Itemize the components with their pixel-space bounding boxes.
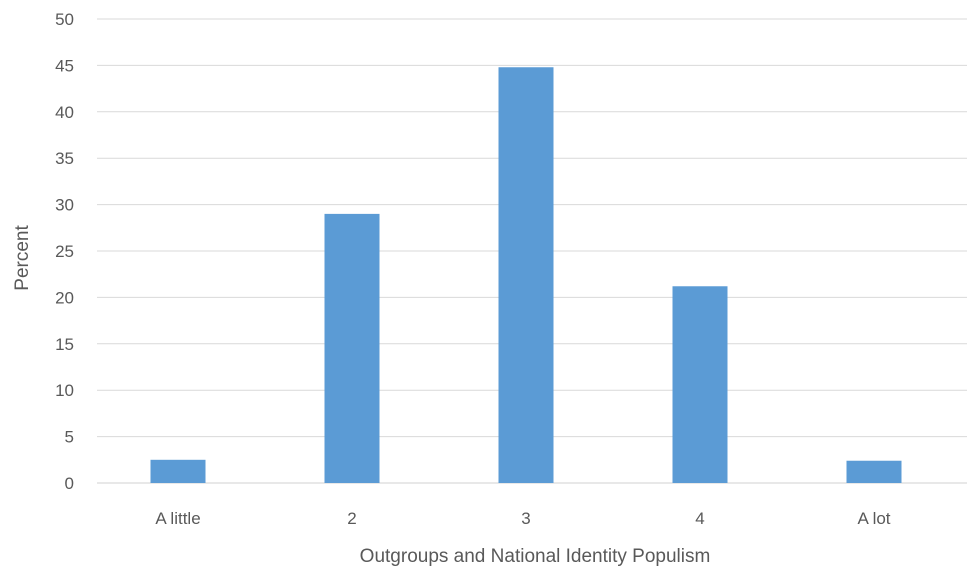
y-tick-label: 20 bbox=[55, 288, 74, 307]
bar-4 bbox=[672, 286, 728, 483]
y-tick-label: 15 bbox=[55, 335, 74, 354]
bars bbox=[150, 67, 902, 484]
x-axis-ticks: A little 2 3 4 A lot bbox=[155, 509, 890, 528]
bar-a-little bbox=[150, 459, 206, 483]
x-tick-label: 4 bbox=[695, 509, 704, 528]
bar-a-lot bbox=[846, 460, 902, 483]
y-tick-label: 45 bbox=[55, 56, 74, 75]
x-tick-label: 2 bbox=[347, 509, 356, 528]
y-tick-label: 5 bbox=[65, 428, 74, 447]
x-tick-label: A little bbox=[155, 509, 200, 528]
y-tick-label: 35 bbox=[55, 149, 74, 168]
bar-3 bbox=[498, 67, 554, 484]
y-tick-label: 40 bbox=[55, 103, 74, 122]
bar-2 bbox=[324, 213, 380, 483]
x-tick-label: 3 bbox=[521, 509, 530, 528]
y-tick-label: 30 bbox=[55, 196, 74, 215]
y-tick-label: 10 bbox=[55, 381, 74, 400]
y-axis-ticks: 0 5 10 15 20 25 30 35 40 45 50 bbox=[55, 10, 74, 493]
x-axis-label: Outgroups and National Identity Populism bbox=[360, 546, 711, 567]
y-tick-label: 0 bbox=[65, 474, 74, 493]
y-axis-label: Percent bbox=[12, 225, 33, 291]
x-tick-label: A lot bbox=[857, 509, 890, 528]
y-tick-label: 50 bbox=[55, 10, 74, 29]
y-tick-label: 25 bbox=[55, 242, 74, 261]
